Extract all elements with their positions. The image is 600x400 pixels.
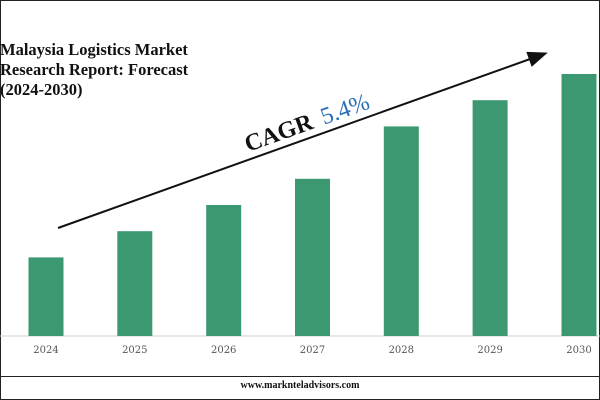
chart-title: Malaysia Logistics Market Research Repor…	[0, 40, 230, 100]
title-line-1: Malaysia Logistics Market	[0, 40, 188, 59]
bar-2027	[295, 178, 330, 336]
bar-2030	[561, 74, 597, 336]
x-tick-label-2025: 2025	[122, 345, 147, 356]
x-tick-label-2027: 2027	[300, 345, 325, 356]
bar-2024	[28, 257, 64, 336]
bar-group	[28, 74, 597, 337]
x-tick-label-2024: 2024	[33, 345, 58, 356]
title-line-2: Research Report: Forecast	[0, 60, 189, 79]
x-tick-label-2030: 2030	[566, 345, 591, 356]
x-tick-labels: 2024 2025 2026 2027 2028 2029 2030	[33, 345, 591, 356]
bar-2025	[117, 231, 153, 336]
footer-website: www.marknteladvisors.com	[240, 380, 360, 391]
bar-2028	[383, 126, 419, 337]
bar-chart: 2024 2025 2026 2027 2028 2029 2030 CAGR 5.4%	[0, 51, 600, 356]
x-tick-label-2026: 2026	[211, 345, 236, 356]
cagr-label: CAGR	[241, 109, 317, 158]
x-tick-label-2029: 2029	[477, 345, 502, 356]
footer-divider	[0, 376, 600, 377]
title-line-3: (2024-2030)	[0, 80, 83, 99]
bar-2026	[206, 205, 242, 336]
cagr-annotation: CAGR 5.4%	[241, 89, 373, 158]
x-tick-label-2028: 2028	[389, 345, 414, 356]
trend-arrow	[57, 51, 548, 229]
bar-2029	[472, 100, 508, 336]
